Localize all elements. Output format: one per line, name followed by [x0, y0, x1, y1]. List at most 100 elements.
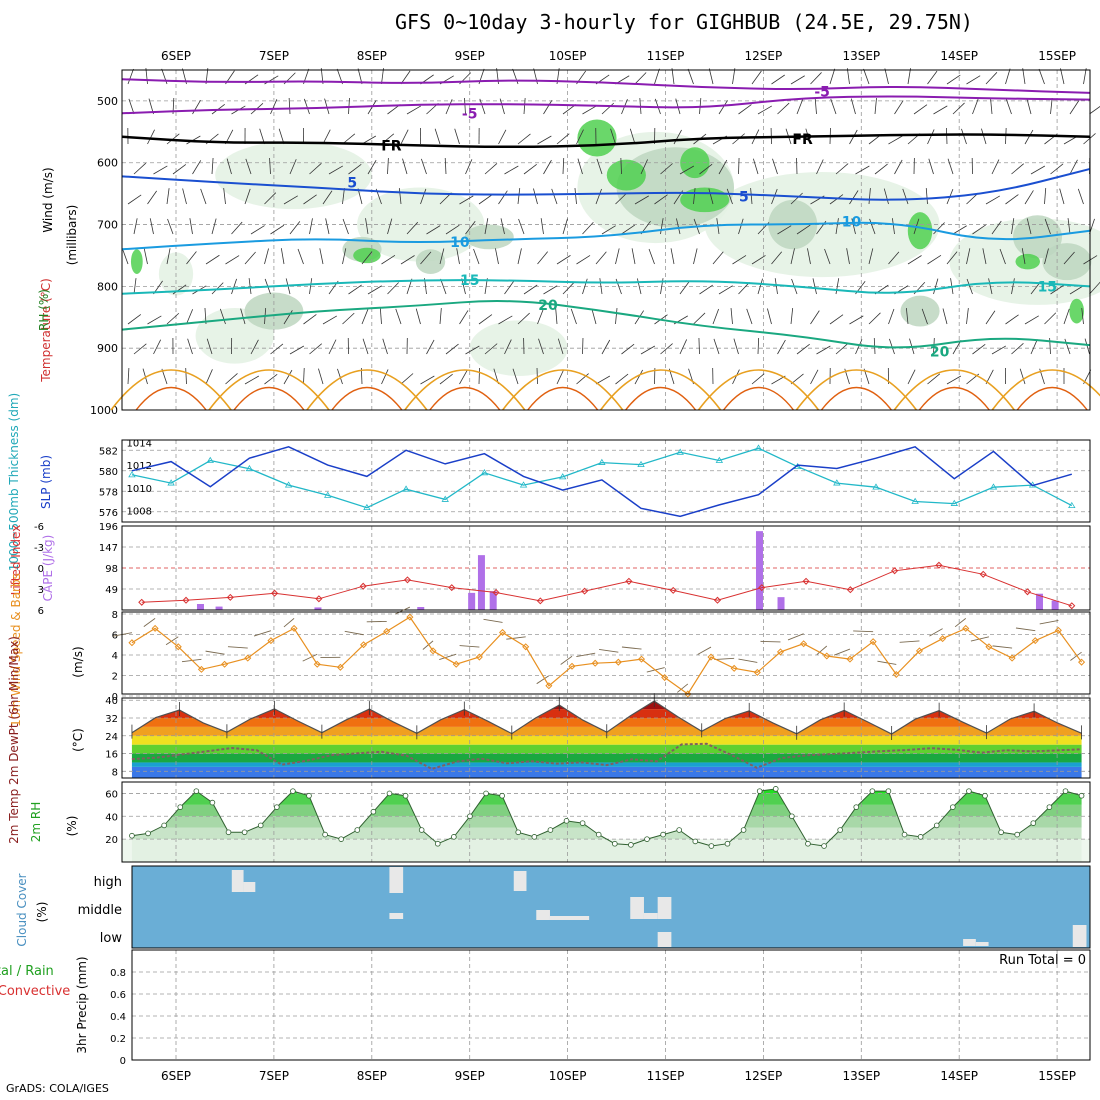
- upper-wind-barb: [361, 309, 369, 325]
- cape-bar-8: [777, 597, 785, 610]
- upper-wind-barb: [244, 375, 260, 385]
- upper-wind-barb: [738, 157, 740, 175]
- upper-wind-barb: [733, 338, 739, 355]
- upper-wind-barb: [824, 248, 831, 265]
- upper-wind-barb: [966, 278, 973, 295]
- upper-wind-barb: [751, 255, 766, 265]
- cloud-block-5: [536, 910, 550, 920]
- upper-wind-barb: [439, 308, 442, 325]
- upper-wind-barb: [985, 195, 1001, 205]
- wind-barb-18: [536, 675, 550, 685]
- isotherm-4: [121, 221, 1091, 251]
- temp-band-4: [131, 735, 1082, 745]
- upper-wind-barb: [328, 165, 344, 175]
- isotherm-0: [121, 78, 1091, 94]
- upper-wind-barb: [1030, 339, 1038, 355]
- wind-point-36: [962, 624, 970, 632]
- wind-barb-32: [853, 630, 874, 633]
- upper-wind-barb: [1077, 188, 1084, 205]
- upper-wind-barb: [562, 157, 565, 175]
- rh-point-39: [756, 788, 763, 794]
- upper-wind-barb: [127, 368, 130, 385]
- upper-wind-barb: [319, 248, 324, 265]
- thickness-point-18: [833, 479, 841, 486]
- upper-wind-barb: [1005, 98, 1012, 115]
- upper-wind-barb: [634, 369, 644, 385]
- upper-wind-barb: [219, 308, 226, 325]
- ylabel-rh: RH (%): [37, 289, 51, 331]
- cloud-block-2: [389, 867, 404, 893]
- upper-wind-barb: [1089, 106, 1100, 115]
- warm-contour-5: [599, 369, 722, 411]
- precip-bg: [132, 950, 1090, 1060]
- upper-wind-barb: [752, 158, 759, 175]
- upper-wind-barb: [738, 282, 750, 295]
- upper-wind-barb: [1063, 251, 1075, 265]
- rh-point-50: [933, 822, 940, 829]
- isotherm-label-4: 5: [347, 176, 357, 192]
- wind-point-1: [151, 624, 159, 632]
- upper-wind-barb: [479, 98, 486, 115]
- upper-wind-barb: [1011, 343, 1024, 355]
- rh-point-20: [451, 834, 457, 840]
- rh-shading-19: [680, 187, 730, 213]
- upper-wind-barb: [966, 308, 969, 325]
- upper-wind-barb: [382, 338, 388, 355]
- upper-wind-barb: [361, 251, 373, 265]
- upper-wind-barb: [244, 188, 251, 205]
- upper-wind-barb: [738, 104, 752, 115]
- upper-wind-barb: [421, 158, 427, 175]
- upper-wind-barb: [439, 373, 453, 385]
- upper-wind-barb: [478, 314, 493, 325]
- upper-wind-barb: [810, 369, 819, 385]
- thickness-point-22: [989, 483, 998, 490]
- rh-point-31: [628, 842, 634, 848]
- upper-wind-barb: [1026, 98, 1032, 115]
- wind-point-41: [1078, 658, 1086, 666]
- upper-wind-barb: [223, 188, 226, 205]
- upper-wind-barb: [1044, 188, 1047, 205]
- upper-wind-barb: [478, 194, 493, 205]
- upper-wind-barb: [1024, 315, 1039, 325]
- upper-wind-barb: [445, 224, 460, 235]
- rh-shading-21: [907, 212, 933, 250]
- upper-wind-barb: [595, 188, 602, 205]
- upper-wind-barb: [440, 278, 447, 295]
- upper-wind-barb: [556, 255, 571, 265]
- rh-point-41: [789, 813, 795, 820]
- upper-wind-barb: [523, 98, 526, 115]
- upper-wind-barb: [829, 68, 836, 85]
- rh-point-40: [772, 786, 779, 792]
- upper-wind-barb: [149, 218, 154, 235]
- upper-wind-barb: [172, 164, 187, 175]
- upper-wind-barb: [601, 225, 616, 235]
- upper-wind-barb: [426, 339, 435, 355]
- upper-wind-barb: [730, 308, 733, 325]
- upper-wind-barb: [596, 158, 603, 175]
- cape-tick-1: 147: [99, 543, 118, 554]
- upper-wind-barb: [751, 70, 762, 85]
- rh-point-45: [853, 804, 860, 810]
- upper-wind-barb: [133, 162, 147, 175]
- wind-barb-17: [506, 636, 526, 640]
- upper-wind-barb: [127, 314, 142, 325]
- rh-point-54: [998, 829, 1004, 836]
- upper-wind-barb: [348, 284, 362, 295]
- upper-wind-barb: [615, 192, 628, 205]
- upper-wind-barb: [166, 312, 180, 325]
- upper-wind-barb: [952, 102, 965, 115]
- upper-wind-barb: [796, 224, 811, 235]
- date-label-top-7: 13SEP: [842, 49, 880, 63]
- run-total: Run Total = 0: [999, 953, 1086, 968]
- upper-wind-barb: [1089, 281, 1100, 295]
- cloud-block-11: [963, 939, 976, 946]
- upper-wind-barb: [133, 218, 138, 235]
- wind-point-19: [568, 662, 576, 670]
- isotherm-2: [121, 133, 1091, 149]
- upper-wind-barb: [504, 280, 515, 295]
- upper-wind-barb: [434, 128, 441, 145]
- rh-point-47: [885, 788, 892, 794]
- upper-wind-barb: [303, 98, 310, 115]
- date-label-bottom-1: 7SEP: [259, 1069, 289, 1083]
- upper-wind-barb: [636, 278, 642, 295]
